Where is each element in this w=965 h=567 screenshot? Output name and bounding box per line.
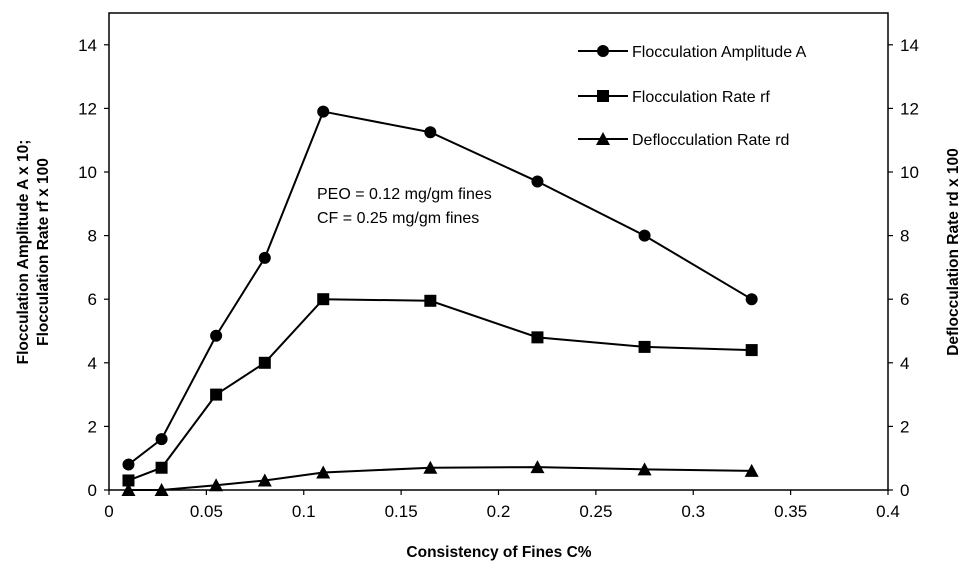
series-deflocculation-rate	[121, 460, 759, 496]
data-point-flocculation-amplitude	[638, 229, 651, 242]
left-y-axis-title-line-2: Flocculation Rate rf x 100	[35, 158, 52, 346]
data-point-flocculation-amplitude	[258, 251, 271, 264]
data-point-flocculation-amplitude	[317, 105, 330, 118]
right-y-tick-label: 6	[900, 290, 909, 309]
x-tick-label: 0.35	[774, 502, 807, 521]
left-y-axis-title-line-1: Flocculation Amplitude A x 10;	[15, 140, 32, 365]
data-point-deflocculation-rate	[423, 460, 438, 474]
left-y-tick-label: 12	[78, 99, 97, 118]
x-tick-label: 0.3	[681, 502, 705, 521]
right-y-tick-label: 10	[900, 163, 919, 182]
data-point-flocculation-rate	[122, 474, 135, 487]
right-y-tick-label: 2	[900, 417, 909, 436]
left-y-tick-label: 6	[88, 290, 97, 309]
data-point-flocculation-rate	[258, 356, 271, 369]
right-y-axis-title: Deflocculation Rate rd x 100	[945, 148, 962, 356]
data-point-flocculation-amplitude	[531, 175, 544, 188]
right-y-tick-label: 0	[900, 481, 909, 500]
x-tick-label: 0.05	[190, 502, 223, 521]
right-y-tick-label: 14	[900, 36, 919, 55]
series-flocculation-rate	[122, 293, 758, 487]
data-point-flocculation-rate	[210, 388, 223, 401]
data-point-deflocculation-rate	[209, 478, 224, 492]
data-point-flocculation-rate	[424, 294, 437, 307]
data-point-deflocculation-rate	[744, 463, 759, 477]
data-point-flocculation-rate	[745, 344, 758, 357]
legend-item-flocculation-rate: Flocculation Rate rf	[578, 89, 770, 106]
series-layer	[121, 105, 759, 496]
data-point-flocculation-amplitude	[424, 126, 437, 139]
data-point-flocculation-amplitude	[745, 293, 758, 306]
x-axis-title: Consistency of Fines C%	[406, 544, 591, 561]
data-point-deflocculation-rate	[154, 483, 169, 496]
right-y-tick-label: 8	[900, 227, 909, 246]
data-point-flocculation-rate	[155, 461, 168, 474]
series-line-deflocculation-rate	[128, 466, 752, 491]
plot-area-frame	[108, 12, 889, 491]
data-point-deflocculation-rate	[637, 462, 652, 476]
series-flocculation-amplitude	[122, 105, 758, 471]
left-y-tick-label: 10	[78, 163, 97, 182]
x-tick-label: 0	[104, 502, 113, 521]
legend-circle-icon	[597, 45, 609, 57]
data-point-flocculation-amplitude	[155, 433, 168, 446]
x-tick-label: 0.4	[876, 502, 900, 521]
left-y-tick-label: 8	[88, 227, 97, 246]
legend-item-flocculation-amplitude: Flocculation Amplitude A	[578, 44, 807, 61]
left-y-tick-label: 4	[88, 354, 97, 373]
x-tick-label: 0.15	[385, 502, 418, 521]
legend-square-icon	[597, 90, 609, 102]
data-point-deflocculation-rate	[257, 473, 272, 487]
data-point-flocculation-rate	[317, 293, 330, 306]
data-point-flocculation-amplitude	[210, 329, 223, 342]
left-y-tick-label: 2	[88, 417, 97, 436]
annotation-line-cf: CF = 0.25 mg/gm fines	[317, 210, 479, 227]
legend-label-deflocculation-rate: Deflocculation Rate rd	[632, 132, 789, 149]
legend-triangle-icon	[596, 132, 610, 145]
data-point-flocculation-amplitude	[122, 458, 135, 471]
x-tick-label: 0.2	[487, 502, 511, 521]
data-point-deflocculation-rate	[316, 465, 331, 479]
series-line-flocculation-amplitude	[127, 110, 753, 466]
data-point-deflocculation-rate	[121, 483, 136, 496]
legend: Flocculation Amplitude A Flocculation Ra…	[578, 44, 807, 149]
legend-label-flocculation-rate: Flocculation Rate rf	[632, 89, 770, 106]
data-point-flocculation-rate	[638, 340, 651, 353]
axes-layer: 0 0.05 0.1 0.15 0.2 0.25 0.3 0.35 0.402468101214…	[78, 12, 919, 521]
left-y-tick-label: 0	[88, 481, 97, 500]
legend-label-amplitude: Flocculation Amplitude A	[632, 44, 807, 61]
right-y-tick-label: 12	[900, 99, 919, 118]
legend-item-deflocculation-rate: Deflocculation Rate rd	[578, 132, 789, 149]
x-tick-label: 0.1	[292, 502, 316, 521]
x-tick-label: 0.25	[579, 502, 612, 521]
data-point-deflocculation-rate	[530, 460, 545, 474]
left-y-tick-label: 14	[78, 36, 97, 55]
data-point-flocculation-rate	[531, 331, 544, 344]
right-y-tick-label: 4	[900, 354, 909, 373]
annotation-line-peo: PEO = 0.12 mg/gm fines	[317, 186, 492, 203]
